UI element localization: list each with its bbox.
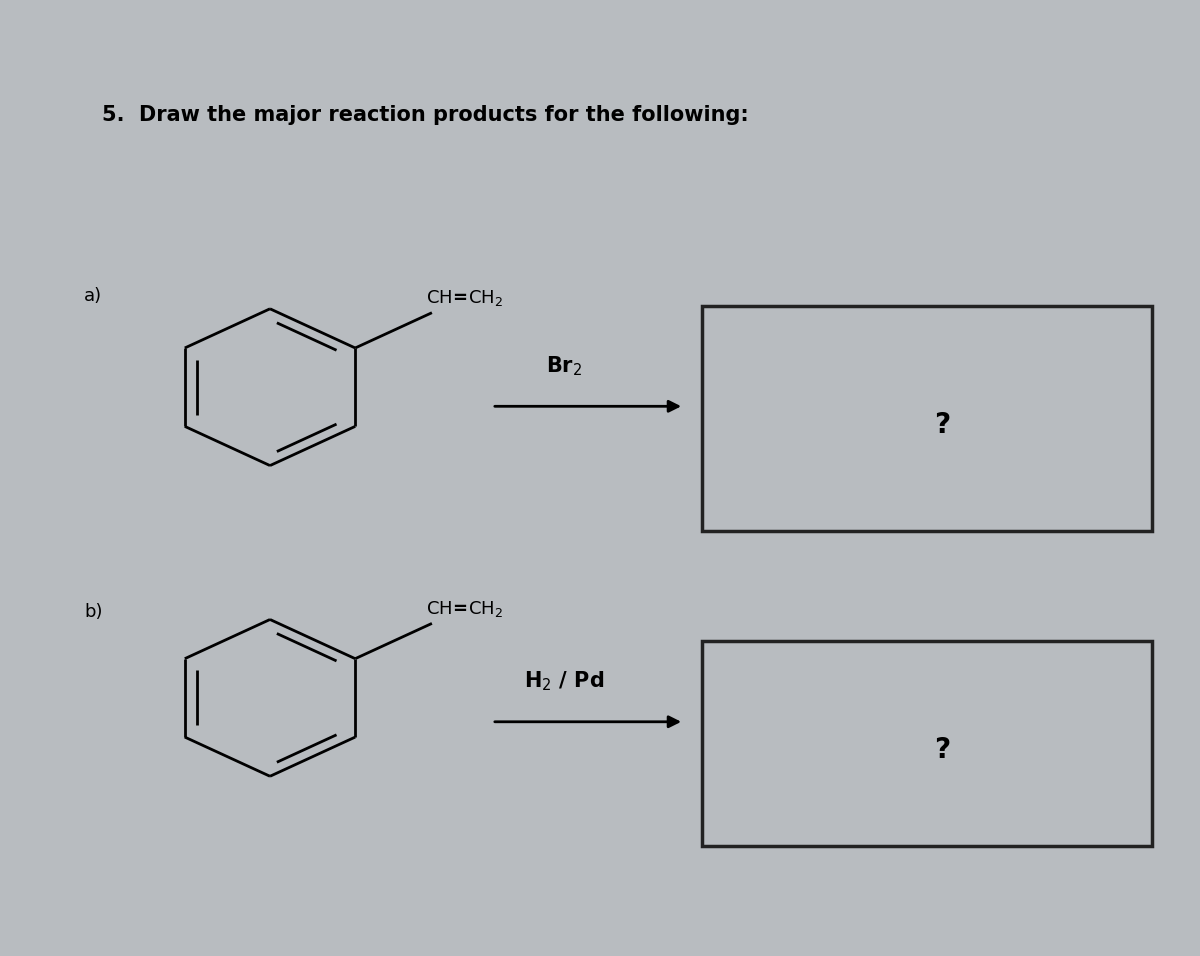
Text: CH$\mathbf{\!=\!}$CH$_2$: CH$\mathbf{\!=\!}$CH$_2$ [426,288,503,308]
Text: Br$_2$: Br$_2$ [546,354,582,378]
Text: H$_2$ / Pd: H$_2$ / Pd [524,669,604,693]
Text: a): a) [84,288,102,305]
Text: ?: ? [934,411,950,440]
Text: b): b) [84,603,102,620]
Bar [702,641,1152,846]
Text: ?: ? [934,736,950,765]
Bar [702,306,1152,531]
Text: 5.  Draw the major reaction products for the following:: 5. Draw the major reaction products for … [102,105,749,125]
Text: CH$\mathbf{\!=\!}$CH$_2$: CH$\mathbf{\!=\!}$CH$_2$ [426,598,503,619]
